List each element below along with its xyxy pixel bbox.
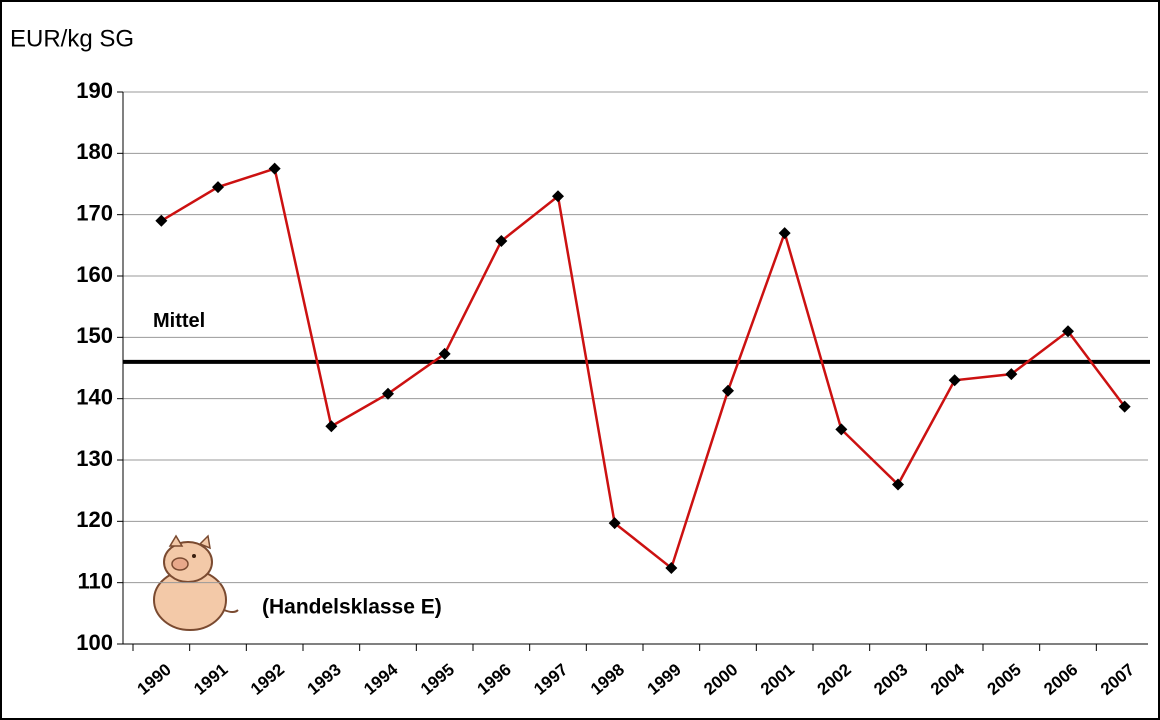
y-tick-label: 160 <box>76 262 113 287</box>
annotation: (Handelsklasse E) <box>262 596 442 619</box>
mean-label: Mittel <box>153 310 205 332</box>
y-tick-label: 120 <box>76 507 113 532</box>
chart: EUR/kg SG 100 110 120 130 140 150 160 170 180 190… <box>0 0 1160 720</box>
y-tick-label: 190 <box>76 78 113 103</box>
y-tick-label: 100 <box>76 630 113 655</box>
y-tick-label: 170 <box>76 200 113 225</box>
y-tick-label: 130 <box>76 446 113 471</box>
y-tick-label: 150 <box>76 323 113 348</box>
y-tick-label: 140 <box>76 384 113 409</box>
y-tick-label: 180 <box>76 139 113 164</box>
y-tick-label: 110 <box>78 568 114 593</box>
chart-title: EUR/kg SG <box>10 25 134 52</box>
